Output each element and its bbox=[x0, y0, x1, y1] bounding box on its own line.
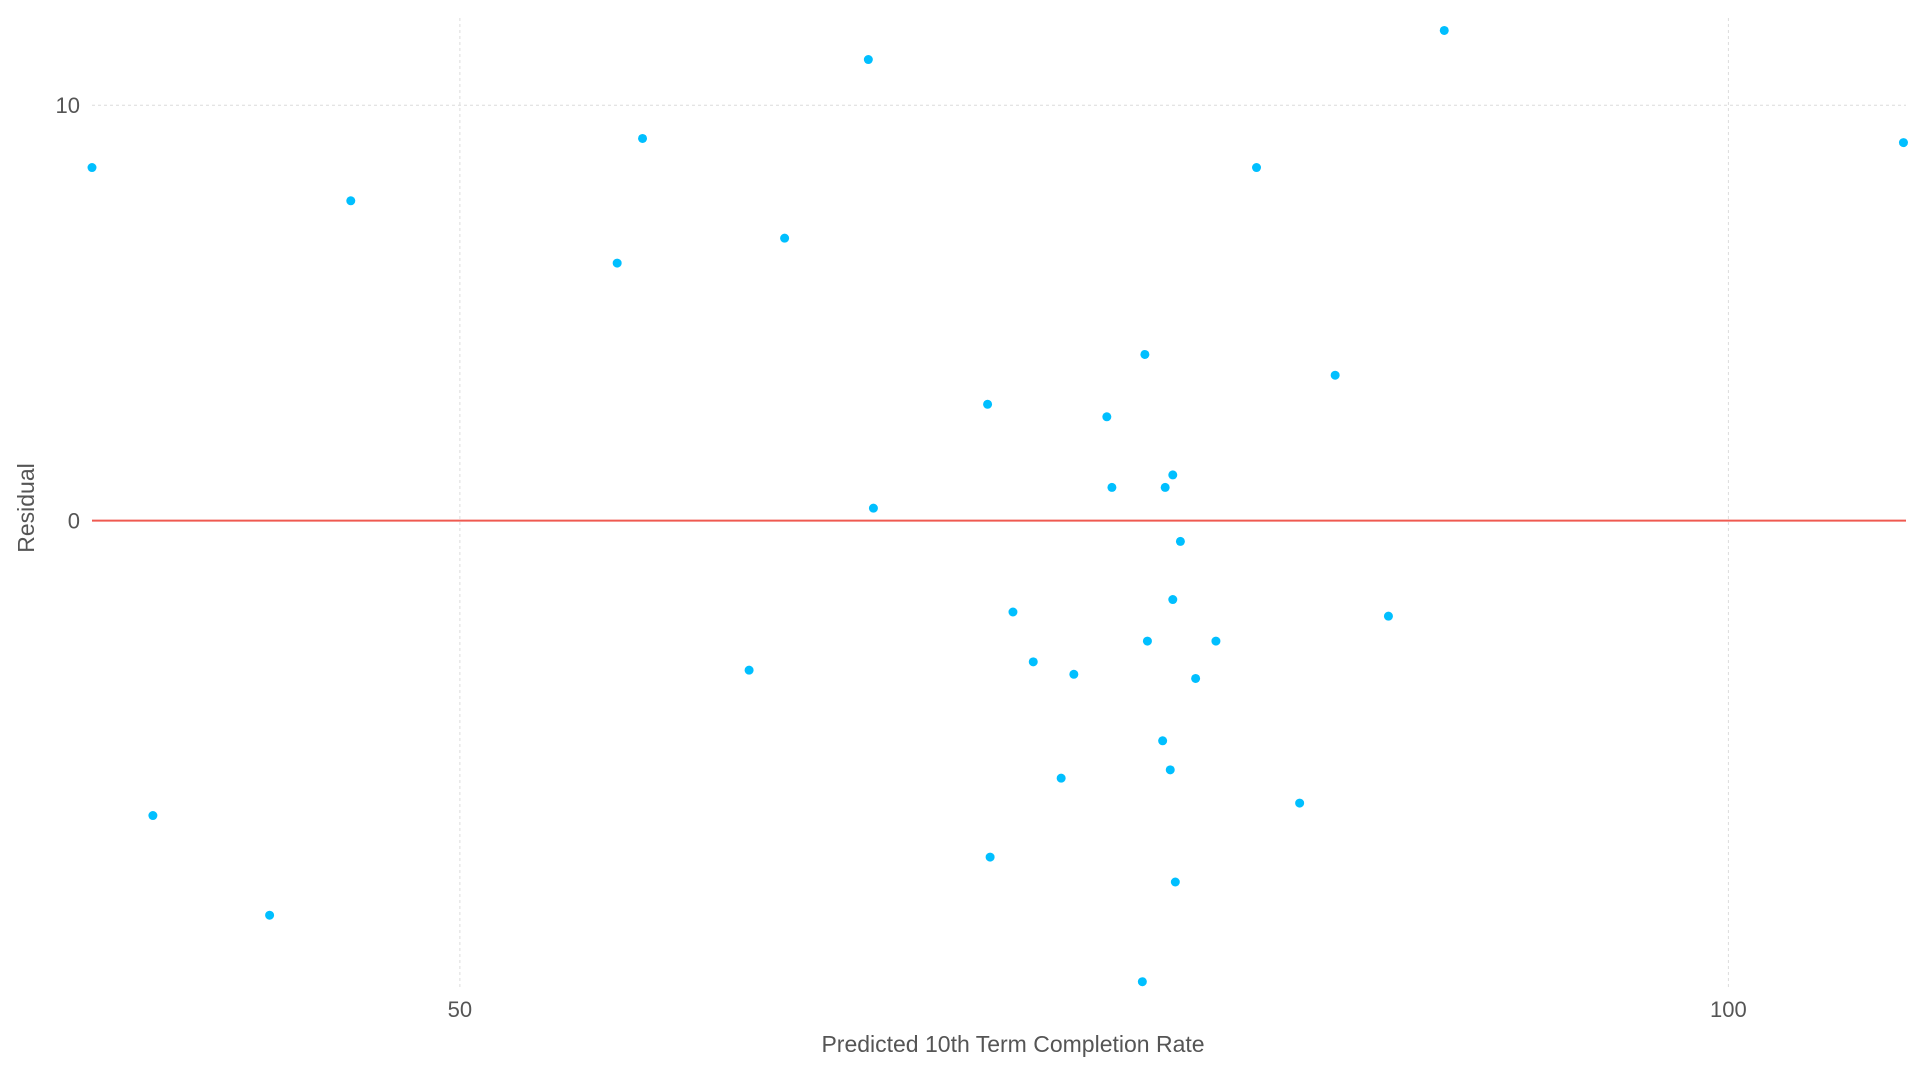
residual-point bbox=[780, 233, 790, 243]
residual-point bbox=[1140, 349, 1150, 359]
residual-point bbox=[868, 503, 878, 513]
residual-point bbox=[1165, 765, 1175, 775]
residual-point bbox=[87, 163, 97, 173]
residual-point bbox=[265, 910, 275, 920]
residual-point bbox=[1008, 607, 1018, 617]
y-axis-title: Residual bbox=[13, 463, 39, 553]
residual-point bbox=[1137, 977, 1147, 987]
residual-point bbox=[1175, 536, 1185, 546]
residual-point bbox=[346, 196, 356, 206]
residual-point bbox=[612, 258, 622, 268]
residual-point bbox=[863, 55, 873, 65]
x-tick-label: 100 bbox=[1710, 997, 1747, 1022]
y-tick-label: 10 bbox=[56, 93, 80, 118]
x-tick-label: 50 bbox=[448, 997, 472, 1022]
residual-point bbox=[1252, 163, 1262, 173]
tick-labels: 50 100 0 10 bbox=[56, 93, 1747, 1022]
residual-point bbox=[1168, 470, 1178, 480]
residual-point bbox=[744, 665, 754, 675]
data-points bbox=[87, 25, 1908, 987]
y-tick-label: 0 bbox=[68, 509, 80, 534]
residual-point bbox=[1439, 25, 1449, 35]
residual-point bbox=[1168, 595, 1178, 605]
residual-point bbox=[148, 811, 158, 821]
residual-point bbox=[1211, 636, 1221, 646]
residual-point bbox=[1160, 482, 1170, 492]
residual-point bbox=[1107, 482, 1117, 492]
residual-point bbox=[983, 399, 993, 409]
residual-point bbox=[1056, 773, 1066, 783]
residual-point bbox=[1383, 611, 1393, 621]
residual-point bbox=[1295, 798, 1305, 808]
residual-point bbox=[1028, 657, 1038, 667]
x-axis-title: Predicted 10th Term Completion Rate bbox=[821, 1031, 1204, 1057]
residual-point bbox=[1158, 736, 1168, 746]
residual-point bbox=[985, 852, 995, 862]
residual-point bbox=[1191, 673, 1201, 683]
residual-point bbox=[1142, 636, 1152, 646]
residual-point bbox=[1898, 138, 1908, 148]
residual-point bbox=[1330, 370, 1340, 380]
residual-point bbox=[1069, 669, 1079, 679]
residual-point bbox=[1102, 412, 1112, 422]
residual-point bbox=[638, 133, 648, 143]
residual-point bbox=[1170, 877, 1180, 887]
grid-lines bbox=[92, 18, 1906, 990]
